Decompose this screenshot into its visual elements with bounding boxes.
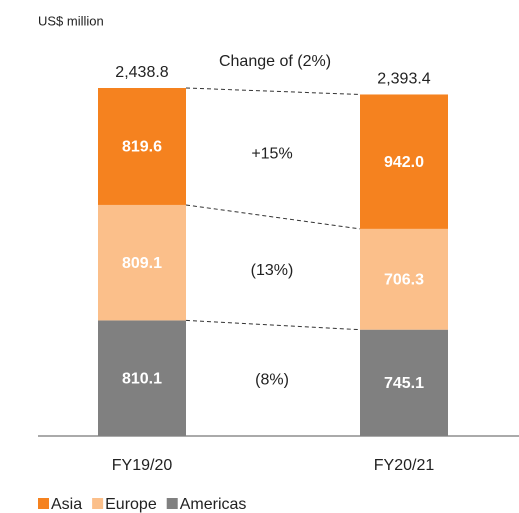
connector [185,87,361,95]
total-label: 2,438.8 [115,64,168,81]
segment-label: 942.0 [384,154,424,171]
segment-label: 810.1 [122,370,162,387]
change-label: (13%) [251,262,294,279]
total-label: 2,393.4 [377,71,430,88]
x-tick-label: FY19/20 [112,457,173,474]
legend-swatch [166,498,178,509]
legend-swatch [92,498,104,509]
segment-label: 819.6 [122,139,162,156]
legend-label: Europe [105,496,157,513]
unit-label: US$ million [38,13,104,28]
connector [185,204,361,230]
bar-segment [360,228,448,330]
segment-label: 809.1 [122,255,162,272]
bar-segment [98,88,186,205]
legend-label: Asia [51,496,82,513]
bar-segment [98,204,186,321]
legend-swatch [38,498,49,509]
legend-label: Americas [180,496,247,513]
segment-label: 745.1 [384,375,424,392]
total-change: Change of (2%) [219,53,331,70]
change-label: +15% [251,145,292,162]
bar-segment [98,320,186,436]
change-label: (8%) [255,372,289,389]
bar-segment [360,94,448,229]
bar-segment [360,329,448,436]
segment-label: 706.3 [384,272,424,289]
x-tick-label: FY20/21 [374,457,435,474]
connector [185,319,361,331]
